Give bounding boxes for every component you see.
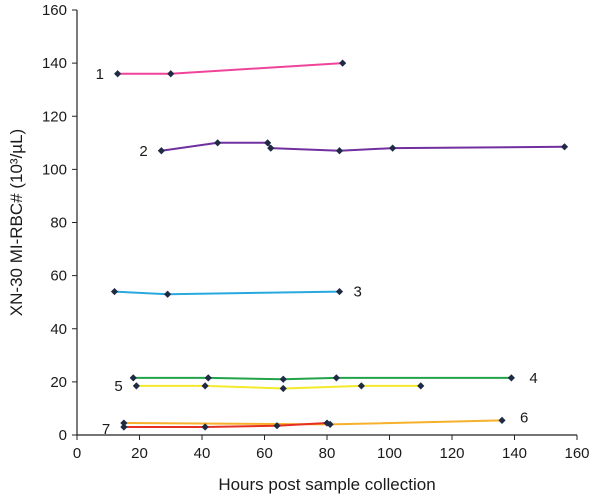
y-tick-label: 120 [42,108,67,125]
data-point [357,382,365,390]
series-3 [110,287,344,298]
data-point [120,419,128,427]
series-line-7 [123,422,328,428]
y-tick-label: 160 [42,2,67,19]
data-point [335,147,344,155]
data-point [264,139,272,147]
x-tick-label: 140 [502,445,527,462]
y-tick-label: 60 [50,268,67,285]
series-label-4: 4 [529,370,537,387]
data-point [164,290,172,298]
series-label-7: 7 [102,421,110,438]
series-4 [129,374,515,383]
y-tick-label: 20 [50,374,67,391]
series-2 [157,139,569,155]
series-line-3 [114,290,340,296]
data-point [110,287,119,296]
data-point [332,374,340,382]
y-tick-label: 80 [50,215,67,232]
data-point [157,147,165,155]
x-tick-label: 40 [194,445,211,462]
data-point [167,70,175,78]
y-tick-label: 100 [42,161,67,178]
data-point [560,143,569,151]
series-5 [132,382,425,393]
y-tick-label: 40 [50,321,67,338]
x-axis-title: Hours post sample collection [218,475,435,494]
data-point [279,384,287,393]
data-point [279,375,287,383]
x-tick-label: 20 [131,445,148,462]
x-tick-label: 80 [319,445,336,462]
series-label-5: 5 [114,378,122,395]
data-point [114,70,122,78]
axes: 0 20 40 60 80 100 120 140 160 0 20 40 60 80 100 120 140 1… [42,2,590,462]
data-point [201,423,209,431]
data-point [323,419,331,427]
y-tick-label: 0 [59,427,67,444]
y-axis-title: XN-30 MI-RBC# (10³/µL) [7,129,26,316]
series-7 [120,419,331,431]
x-tick-label: 160 [564,445,589,462]
series-line-4 [133,376,512,381]
x-tick-label: 100 [377,445,402,462]
data-point [339,59,347,67]
series-layer [110,59,569,431]
series-labels: 1 2 3 4 5 6 7 [96,66,538,438]
x-tick-label: 60 [256,445,273,462]
data-point [129,374,137,382]
series-line-5 [136,384,421,390]
data-point [267,144,275,152]
data-point [201,382,209,390]
series-label-6: 6 [520,409,528,426]
data-point [498,416,506,424]
series-label-3: 3 [354,284,362,301]
data-point [120,423,128,431]
data-point [507,374,515,382]
data-point [335,287,344,296]
data-point [273,422,281,430]
series-label-2: 2 [139,143,147,160]
x-tick-label: 0 [73,445,81,462]
series-line-1 [117,62,343,75]
y-tick-label: 140 [42,55,67,72]
data-point [204,374,212,382]
data-point [417,382,425,390]
data-point [389,144,397,152]
series-1 [114,59,347,78]
data-point [132,382,140,390]
data-point [214,139,222,147]
series-line-2 [161,141,565,152]
x-tick-label: 120 [439,445,464,462]
series-label-1: 1 [96,66,104,83]
